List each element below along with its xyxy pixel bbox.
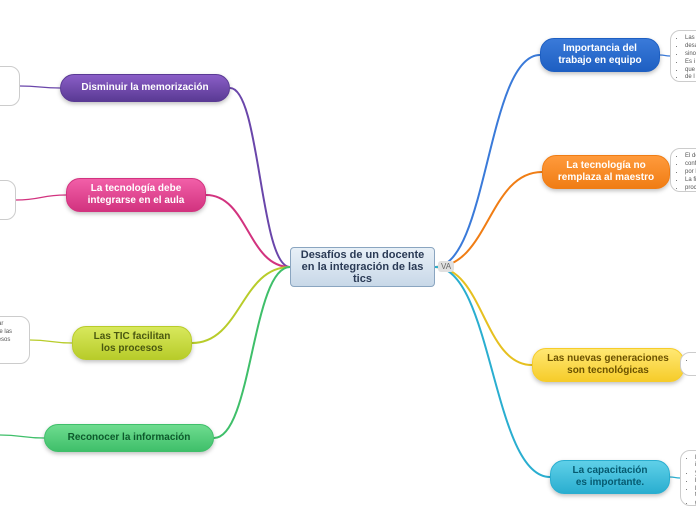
note-edge-tic-facilitan	[30, 340, 72, 343]
note-edge-importancia	[660, 55, 670, 56]
note-tecnologia-no-remplaza: El doceconfiarpor hecLa figuproceso	[670, 148, 696, 192]
branch-capacitacion: La capacitación es importante.	[550, 460, 670, 494]
edge-tic-facilitan	[192, 267, 290, 343]
branch-tecnologia-no-remplaza: La tecnología no remplaza al maestro	[542, 155, 670, 189]
note-capacitacion: Es importay hay quehabilidadesla tecnolo…	[680, 450, 696, 506]
branch-label: Importancia del trabajo en equipo	[558, 43, 641, 67]
note-tic-facilitan: te enseñariantes que lassus procesosaje	[0, 316, 30, 364]
note-edge-tecnologia-integrarse	[16, 195, 66, 200]
note-importancia: LasdesasinoEs iquede lcual	[670, 30, 696, 82]
branch-label: Disminuir la memorización	[81, 82, 208, 94]
branch-tic-facilitan: Las TIC facilitan los procesos	[72, 326, 192, 360]
branch-tecnologia-integrarse: La tecnología debe integrarse en el aula	[66, 178, 206, 212]
edge-tecnologia-integrarse	[206, 195, 290, 267]
branch-label: Reconocer la información	[68, 432, 191, 444]
edge-nuevas-generaciones	[435, 267, 532, 365]
branch-disminuir: Disminuir la memorización	[60, 74, 230, 102]
branch-nuevas-generaciones: Las nuevas generaciones son tecnológicas	[532, 348, 684, 382]
edge-reconocer	[214, 267, 290, 438]
edge-importancia	[435, 55, 540, 267]
branch-label: La capacitación es importante.	[572, 465, 647, 489]
center-label: Desafíos de un docente en la integración…	[297, 249, 428, 285]
edge-tecnologia-no-remplaza	[435, 172, 542, 267]
branch-reconocer: Reconocer la información	[44, 424, 214, 452]
note-disminuir: ntasor	[0, 66, 20, 106]
branch-label: Las nuevas generaciones son tecnológicas	[547, 353, 669, 377]
center-node: Desafíos de un docente en la integración…	[290, 247, 435, 287]
edge-disminuir	[230, 88, 290, 267]
note-nuevas-generaciones	[680, 352, 696, 376]
branch-importancia: Importancia del trabajo en equipo	[540, 38, 660, 72]
branch-label: La tecnología debe integrarse en el aula	[88, 183, 185, 207]
branch-label: Las TIC facilitan los procesos	[94, 331, 171, 355]
branch-label: La tecnología no remplaza al maestro	[558, 160, 654, 184]
note-edge-disminuir	[20, 86, 60, 88]
note-edge-reconocer	[0, 435, 44, 438]
note-edge-capacitacion	[670, 477, 680, 478]
va-tag: VA	[438, 261, 454, 272]
note-tecnologia-integrarse: ,ndizaje,	[0, 180, 16, 220]
